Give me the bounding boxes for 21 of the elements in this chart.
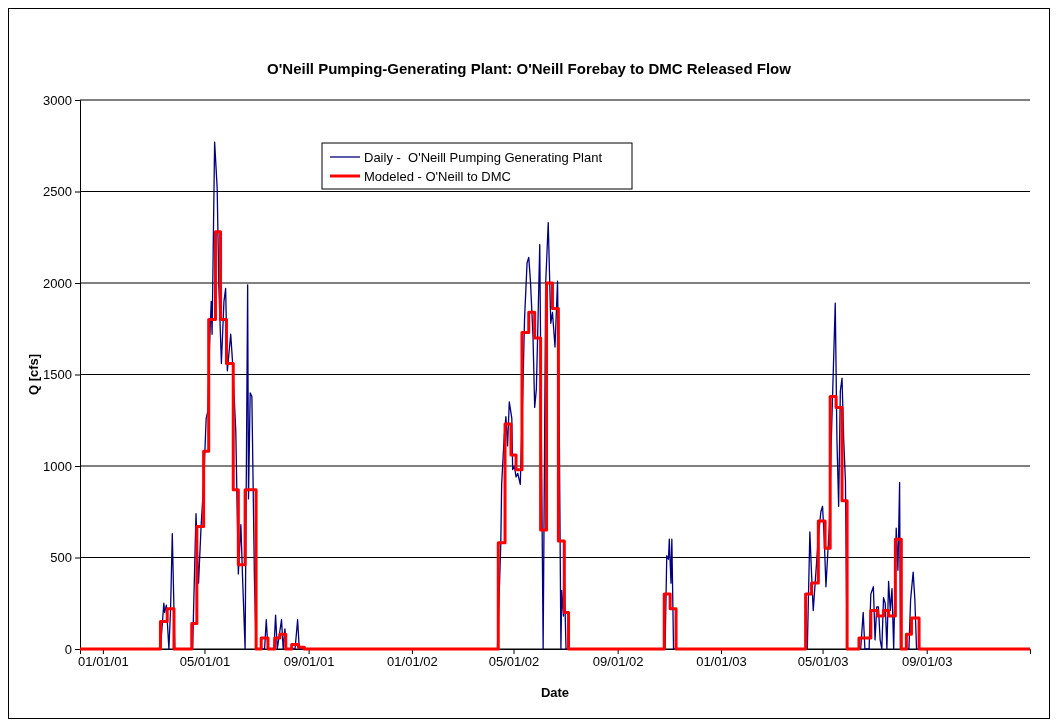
y-tick-label: 2000 (43, 275, 72, 291)
x-tick-label: 01/01/03 (696, 654, 747, 670)
x-tick-label: 05/01/02 (488, 654, 540, 670)
y-tick-label: 2500 (43, 184, 72, 200)
x-tick-label: 09/01/02 (592, 654, 644, 670)
x-tick-label: 01/01/01 (78, 654, 129, 670)
y-tick-label: 1000 (43, 458, 72, 474)
x-tick-label: 01/01/02 (387, 654, 438, 670)
chart-title: O'Neill Pumping-Generating Plant: O'Neill Forebay to DMC Released Flow (267, 60, 792, 77)
x-tick-label: 05/01/01 (179, 654, 231, 670)
x-axis-title: Date (540, 685, 570, 700)
y-tick-label: 500 (50, 550, 72, 566)
y-tick-label: 3000 (43, 92, 72, 108)
y-tick-label: 0 (64, 641, 72, 657)
legend-label: Modeled - O'Neill to DMC (364, 168, 511, 184)
y-axis-title: Q [cfs] (26, 353, 41, 396)
x-tick-label: 09/01/01 (283, 654, 335, 670)
x-tick-label: 09/01/03 (901, 654, 953, 670)
y-tick-label: 1500 (43, 367, 72, 383)
x-tick-label: 05/01/03 (797, 654, 849, 670)
legend-label: Daily - O'Neill Pumping Generating Plant (364, 149, 603, 165)
